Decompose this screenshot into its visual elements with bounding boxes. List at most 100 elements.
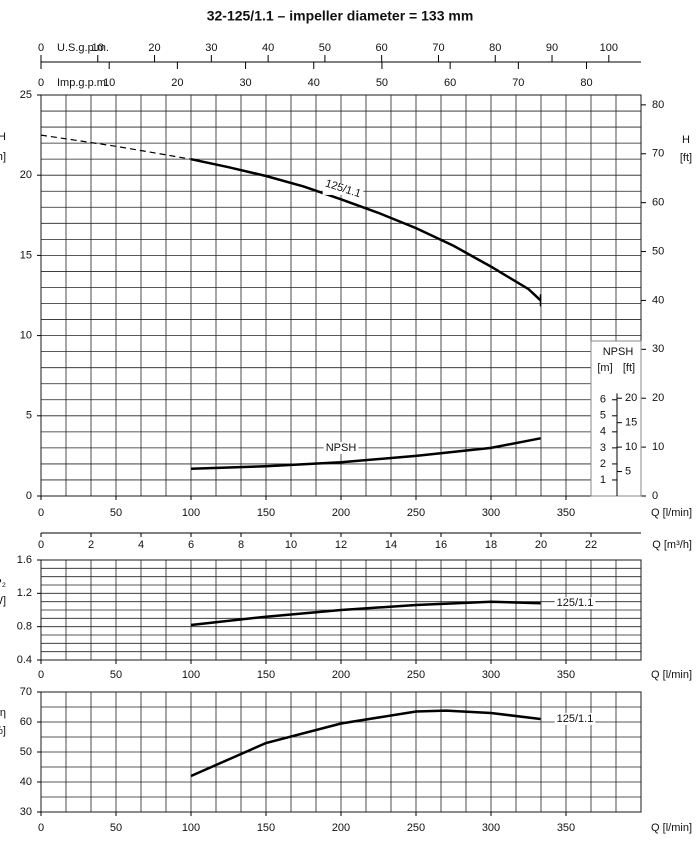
y-tick-label: 15 <box>20 249 32 261</box>
y2-tick-label: 20 <box>652 392 664 404</box>
x-tick-label: 300 <box>482 822 500 834</box>
chart-title: 32-125/1.1 – impeller diameter = 133 mm <box>207 8 474 24</box>
x-tick-label: 100 <box>182 822 200 834</box>
curve-dashed <box>40 134 192 160</box>
label-background <box>554 597 596 610</box>
x-tick-label: 350 <box>557 669 575 681</box>
curve <box>190 157 542 302</box>
npsh-m-tick-label: 5 <box>600 410 606 422</box>
top-axis-label: U.S.g.p.m. <box>57 42 109 54</box>
x-axis-label: Q [l/min] <box>651 822 692 834</box>
y2-tick-label: 70 <box>652 148 664 160</box>
y-tick-label: 25 <box>20 89 32 101</box>
y-tick-label: 50 <box>20 746 32 758</box>
npsh-m-tick-label: 6 <box>600 394 606 406</box>
y2-tick-label: 50 <box>652 245 664 257</box>
y2-axis-label: [ft] <box>680 152 692 164</box>
y-tick-label: 0.8 <box>17 621 32 633</box>
top-axis-tick-label: 0 <box>38 77 44 89</box>
x-tick-label: 0 <box>38 507 44 519</box>
x-tick-label: 250 <box>407 822 425 834</box>
npsh-ft-tick-label: 15 <box>625 417 637 429</box>
m3h-tick-label: 12 <box>335 539 347 551</box>
y-tick-label: 0 <box>26 490 32 502</box>
m3h-tick-label: 22 <box>585 539 597 551</box>
label-background <box>322 182 364 195</box>
top-axis-tick-label: 30 <box>205 42 217 54</box>
x-tick-label: 100 <box>182 669 200 681</box>
x-axis-label: Q [l/min] <box>651 507 692 519</box>
top-axis-tick-label: 90 <box>546 42 558 54</box>
m3h-tick-label: 10 <box>285 539 297 551</box>
top-axis-label: Imp.g.p.m. <box>57 77 109 89</box>
x-tick-label: 350 <box>557 822 575 834</box>
label-background <box>323 441 359 454</box>
m3h-axis-label: Q [m³/h] <box>652 539 692 551</box>
npsh-inset-ft-label: [ft] <box>623 362 635 374</box>
y-tick-label: 1.6 <box>17 554 32 566</box>
series-label: NPSH <box>326 442 357 454</box>
series-label: 125/1.1 <box>557 597 594 609</box>
x-tick-label: 250 <box>407 507 425 519</box>
top-axis-tick-label: 40 <box>262 42 274 54</box>
y-tick-label: 30 <box>20 806 32 818</box>
y-tick-label: 20 <box>20 169 32 181</box>
x-tick-label: 200 <box>332 507 350 519</box>
y2-axis-label: H <box>682 134 690 146</box>
curve <box>190 600 541 627</box>
y2-tick-label: 40 <box>652 294 664 306</box>
top-axis-tick-label: 50 <box>376 77 388 89</box>
top-axis-tick-label: 0 <box>38 42 44 54</box>
m3h-tick-label: 20 <box>535 539 547 551</box>
x-tick-label: 50 <box>110 822 122 834</box>
m3h-tick-label: 8 <box>238 539 244 551</box>
y-axis-label: P₂ <box>0 577 6 589</box>
npsh-inset-m-label: [m] <box>597 362 612 374</box>
y2-tick-label: 0 <box>652 490 658 502</box>
x-tick-label: 0 <box>38 822 44 834</box>
x-tick-label: 350 <box>557 507 575 519</box>
top-axis-tick-label: 80 <box>580 77 592 89</box>
npsh-inset-title: NPSH <box>603 346 634 358</box>
npsh-m-tick-label: 3 <box>600 442 606 454</box>
y-tick-label: 0.4 <box>17 654 32 666</box>
y-tick-label: 60 <box>20 716 32 728</box>
npsh-ft-tick-label: 5 <box>625 465 631 477</box>
curve <box>190 437 541 470</box>
y2-tick-label: 80 <box>652 99 664 111</box>
m3h-tick-label: 4 <box>138 539 144 551</box>
y-tick-label: 40 <box>20 776 32 788</box>
top-axis-tick-label: 100 <box>600 42 618 54</box>
top-axis-tick-label: 10 <box>92 42 104 54</box>
m3h-tick-label: 14 <box>385 539 397 551</box>
y-tick-label: 5 <box>26 410 32 422</box>
x-tick-label: 150 <box>257 669 275 681</box>
x-tick-label: 200 <box>332 669 350 681</box>
x-tick-label: 300 <box>482 669 500 681</box>
npsh-inset-box <box>590 340 642 497</box>
top-axis-tick-label: 40 <box>308 77 320 89</box>
x-tick-label: 100 <box>182 507 200 519</box>
y-axis-label: [kW] <box>0 595 6 607</box>
npsh-m-tick-label: 4 <box>600 426 606 438</box>
m3h-tick-label: 16 <box>435 539 447 551</box>
y-axis-label: η <box>0 707 6 719</box>
m3h-tick-label: 18 <box>485 539 497 551</box>
top-axis-tick-label: 60 <box>376 42 388 54</box>
y-axis-label: [m] <box>0 151 6 163</box>
npsh-ft-tick-label: 20 <box>625 392 637 404</box>
top-axis-tick-label: 20 <box>171 77 183 89</box>
x-tick-label: 50 <box>110 507 122 519</box>
top-axis-tick-label: 20 <box>148 42 160 54</box>
y-tick-label: 1.2 <box>17 587 32 599</box>
curve <box>190 709 541 778</box>
top-axis-tick-label: 70 <box>512 77 524 89</box>
y2-tick-label: 30 <box>652 343 664 355</box>
y-tick-label: 70 <box>20 686 32 698</box>
y-axis-label: H <box>0 131 6 143</box>
y2-tick-label: 60 <box>652 197 664 209</box>
npsh-ft-tick-label: 10 <box>625 441 637 453</box>
top-axis-tick-label: 70 <box>432 42 444 54</box>
series-label: 125/1.1 <box>557 713 594 725</box>
x-axis-label: Q [l/min] <box>651 669 692 681</box>
